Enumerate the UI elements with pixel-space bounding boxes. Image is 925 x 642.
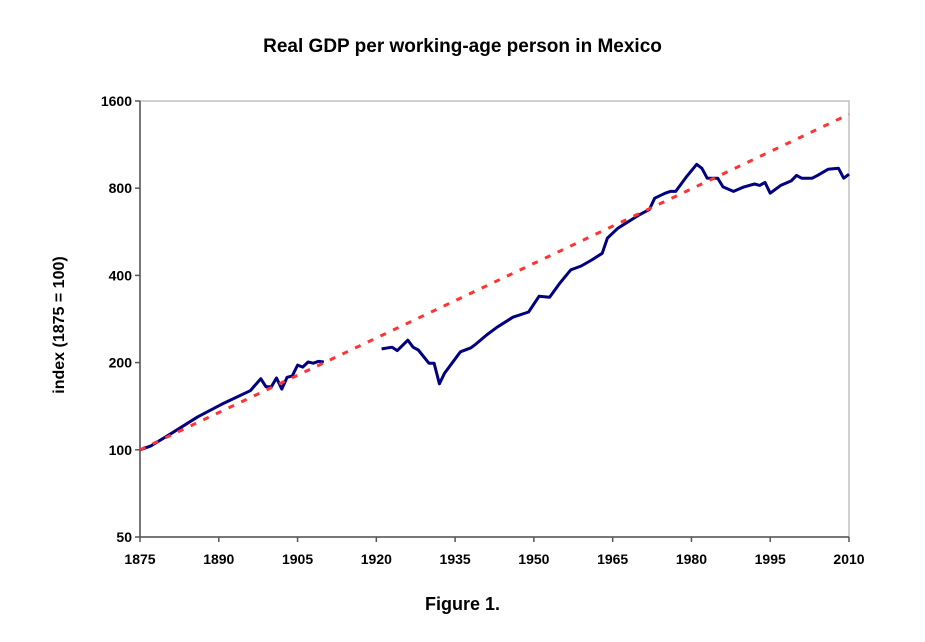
trend-line	[139, 112, 850, 452]
x-tick-label: 1875	[124, 551, 155, 567]
x-tick-label: 2010	[833, 551, 864, 567]
x-tick-label: 1950	[518, 551, 549, 567]
x-tick-label: 1965	[597, 551, 628, 567]
y-axis-label: index (1875 = 100)	[51, 256, 68, 393]
y-tick-label: 400	[109, 267, 133, 283]
y-tick-label: 100	[109, 442, 133, 458]
x-tick-label: 1980	[676, 551, 707, 567]
x-tick-label: 1995	[755, 551, 786, 567]
plot-area	[139, 100, 850, 538]
figure-caption: Figure 1.	[424, 594, 500, 614]
x-tick-label: 1905	[282, 551, 313, 567]
y-tick-label: 200	[109, 355, 133, 371]
x-tick-label: 1935	[440, 551, 471, 567]
y-tick-label: 1600	[101, 93, 132, 109]
gdp-series-line	[381, 162, 850, 386]
y-tick-label: 50	[116, 529, 132, 545]
x-tick-label: 1890	[203, 551, 234, 567]
y-tick-label: 800	[109, 180, 133, 196]
chart-title: Real GDP per working-age person in Mexic…	[263, 36, 662, 57]
x-tick-label: 1920	[361, 551, 392, 567]
